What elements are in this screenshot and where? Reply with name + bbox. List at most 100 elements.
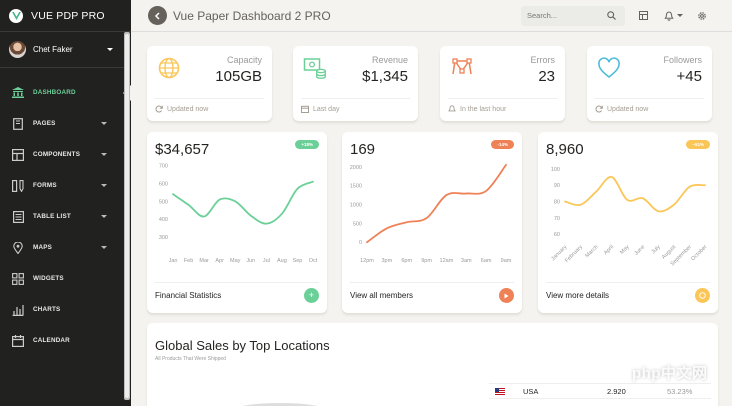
- refresh-icon: [155, 105, 163, 113]
- y-tick-label: 1000: [350, 203, 362, 209]
- y-tick-label: 700: [159, 164, 168, 170]
- x-tick-label: May: [619, 244, 631, 256]
- refresh-icon: [595, 105, 603, 113]
- sidebar-item-dashboard[interactable]: DASHBOARD: [0, 77, 131, 108]
- x-tick-label: Oct: [309, 258, 318, 264]
- sidebar-item-maps[interactable]: MAPS: [0, 232, 131, 263]
- scrollbar-thumb[interactable]: [125, 34, 129, 398]
- x-tick-label: April: [603, 244, 615, 256]
- minimize-sidebar-button[interactable]: [148, 6, 167, 25]
- x-tick-label: 3pm: [382, 258, 393, 264]
- y-tick-label: 500: [353, 221, 362, 227]
- x-tick-label: Jan: [169, 258, 178, 264]
- x-tick-label: Aug: [277, 258, 287, 264]
- stat-card-capacity: Capacity 105GB Updated now: [147, 46, 272, 121]
- play-button[interactable]: [499, 288, 514, 303]
- widgets-icon: [12, 272, 24, 285]
- x-tick-label: 3am: [461, 258, 472, 264]
- sidebar-item-charts[interactable]: CHARTS: [0, 294, 131, 325]
- y-tick-label: 1500: [350, 184, 362, 190]
- search-box: [521, 5, 625, 26]
- x-tick-label: June: [634, 244, 647, 257]
- gear-icon[interactable]: [695, 9, 708, 22]
- x-tick-label: 9pm: [421, 258, 432, 264]
- x-tick-label: May: [230, 258, 241, 264]
- vector-icon: [452, 58, 472, 75]
- chevron-down-icon: [101, 153, 107, 156]
- search-input[interactable]: [527, 11, 607, 20]
- series-line: [366, 163, 507, 244]
- money-icon: [303, 58, 326, 79]
- x-tick-label: October: [690, 244, 708, 262]
- stat-value: 105GB: [215, 68, 262, 85]
- x-tick-label: February: [564, 244, 584, 264]
- sidebar-item-components[interactable]: COMPONENTS: [0, 139, 131, 170]
- chevron-down-icon: [101, 215, 107, 218]
- chevron-down-icon[interactable]: [677, 14, 683, 17]
- y-tick-label: 60: [554, 232, 560, 238]
- series-line: [564, 176, 706, 213]
- sidebar-item-label: DASHBOARD: [33, 89, 76, 96]
- sidebar-item-label: PAGES: [33, 120, 56, 127]
- series-line: [172, 180, 314, 225]
- map-pin-icon: [12, 241, 24, 254]
- chart-card-details: 8,960 ~51% 100 90 80 70 60 January February Mar…: [538, 132, 718, 313]
- sidebar-scrollbar[interactable]: [124, 32, 130, 400]
- sidebar-item-calendar[interactable]: CALENDAR: [0, 325, 131, 356]
- chevron-down-icon: [101, 246, 107, 249]
- heart-icon: [598, 57, 620, 79]
- chart-footer: View more details: [546, 282, 710, 308]
- more-details-button[interactable]: [695, 288, 710, 303]
- brand[interactable]: VUE PDP PRO: [0, 0, 131, 32]
- avatar: [9, 41, 26, 58]
- chart-value: 8,960: [546, 141, 584, 158]
- y-tick-label: 500: [159, 199, 168, 205]
- sidebar-item-label: FORMS: [33, 182, 57, 189]
- chevron-down-icon: [101, 184, 107, 187]
- search-icon[interactable]: [607, 7, 616, 25]
- us-flag-icon: [495, 387, 505, 395]
- y-tick-label: 600: [159, 181, 168, 187]
- sidebar-item-label: CHARTS: [33, 306, 61, 313]
- y-tick-label: 100: [551, 167, 560, 173]
- stat-label: Revenue: [371, 55, 408, 65]
- sidebar-item-forms[interactable]: FORMS: [0, 170, 131, 201]
- sidebar-item-pages[interactable]: PAGES: [0, 108, 131, 139]
- y-tick-label: 70: [554, 216, 560, 222]
- sidebar-item-table-list[interactable]: TABLE LIST: [0, 201, 131, 232]
- sidebar-item-widgets[interactable]: WIDGETS: [0, 263, 131, 294]
- world-map: [235, 403, 325, 406]
- stat-value: 23: [538, 68, 555, 85]
- vue-logo-icon: [9, 8, 23, 23]
- stat-label: Capacity: [226, 55, 262, 65]
- x-tick-label: Jul: [263, 258, 270, 264]
- stat-footer: Updated now: [155, 98, 264, 113]
- bell-icon[interactable]: [662, 9, 675, 22]
- x-tick-label: Apr: [215, 258, 224, 264]
- panel-icon[interactable]: [637, 9, 650, 22]
- global-sales-card: Global Sales by Top Locations All Produc…: [147, 323, 718, 406]
- sidebar-menu: DASHBOARD PAGES COMPONENTS FORMS: [0, 68, 131, 356]
- sales-percent: 53.23%: [667, 386, 693, 396]
- x-tick-label: 12am: [440, 258, 454, 264]
- chevron-down-icon: [101, 122, 107, 125]
- y-tick-label: 0: [359, 240, 362, 246]
- top-navbar: Vue Paper Dashboard 2 PRO: [131, 0, 732, 32]
- book-icon: [12, 117, 24, 130]
- members-line-chart: 2000 1500 1000 500 0 12pm 3pm 6pm 9pm 12am 3am 6am 9…: [350, 163, 512, 264]
- user-menu[interactable]: Chet Faker: [0, 32, 125, 68]
- bank-icon: [12, 87, 24, 99]
- chevron-down-icon: [107, 48, 113, 51]
- financial-line-chart: 700 600 500 400 300 Jan Feb Mar Apr May Jun Jul Aug S…: [159, 164, 318, 264]
- stat-card-followers: Followers +45 Updated now: [587, 46, 712, 121]
- add-button[interactable]: +: [304, 288, 319, 303]
- sidebar-item-label: CALENDAR: [33, 337, 70, 344]
- globe-icon: [158, 57, 180, 79]
- x-tick-label: July: [651, 244, 662, 255]
- table-row: USA 2.920 53.23%: [489, 383, 711, 399]
- y-tick-label: 400: [159, 217, 168, 223]
- chart-footer: Financial Statistics +: [155, 282, 319, 308]
- status-badge: ~51%: [686, 140, 710, 149]
- x-tick-label: March: [584, 244, 599, 259]
